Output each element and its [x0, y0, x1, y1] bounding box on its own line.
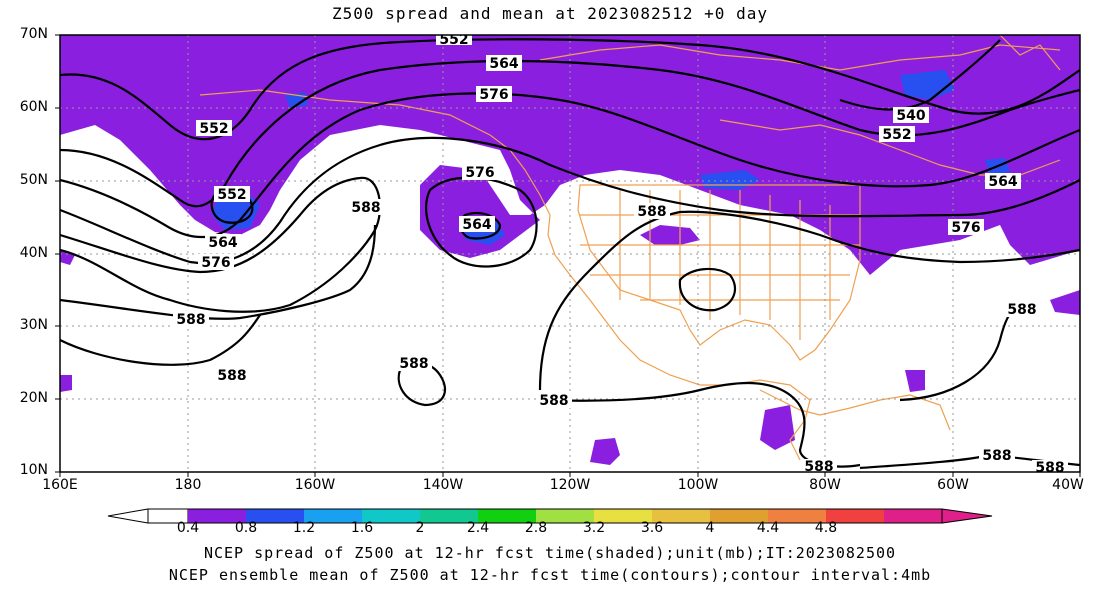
- lat-label: 50N: [19, 172, 48, 188]
- colorbar-label: 3.6: [640, 520, 664, 536]
- contour-label: 576: [198, 254, 234, 271]
- svg-text:588: 588: [982, 448, 1011, 464]
- contour-label: 564: [205, 234, 241, 251]
- colorbar-label: 2: [415, 520, 425, 536]
- svg-text:564: 564: [988, 174, 1017, 190]
- svg-text:540: 540: [896, 108, 925, 124]
- svg-text:552: 552: [217, 187, 246, 203]
- svg-text:588: 588: [1007, 302, 1036, 318]
- colorbar: [107, 508, 993, 524]
- contour-label: 576: [462, 164, 498, 181]
- axis-ticks: [55, 34, 1081, 477]
- contour-label: 564: [486, 55, 522, 72]
- contour-label: 588: [1004, 301, 1040, 318]
- lat-label: 40N: [19, 245, 48, 261]
- colorbar-label: 1.2: [292, 520, 316, 536]
- lon-label: 60W: [937, 477, 969, 493]
- contour-label: 564: [985, 173, 1021, 190]
- contour-label: 588: [801, 459, 837, 475]
- colorbar-label: 2.4: [466, 520, 490, 536]
- lat-label: 60N: [19, 99, 48, 115]
- contour-label: 552: [196, 120, 232, 137]
- contour-label: 588: [214, 367, 250, 384]
- contour-label: 588: [396, 355, 432, 372]
- svg-text:588: 588: [1035, 460, 1064, 476]
- contour-label: 552: [879, 126, 915, 143]
- colorbar-cell: [826, 509, 884, 523]
- contour-label: 540: [893, 107, 929, 124]
- colorbar-cell: [107, 508, 149, 524]
- svg-text:552: 552: [199, 121, 228, 137]
- colorbar-label: 4: [705, 520, 715, 536]
- caption-contours: NCEP ensemble mean of Z500 at 12-hr fcst…: [168, 566, 932, 584]
- contour-label: 564: [459, 216, 495, 233]
- colorbar-cell: [710, 509, 768, 523]
- lon-label: 180: [174, 477, 202, 493]
- lat-label: 70N: [19, 26, 48, 42]
- colorbar-cell: [478, 509, 536, 523]
- colorbar-cell: [246, 509, 304, 523]
- svg-text:552: 552: [439, 32, 468, 48]
- svg-text:576: 576: [465, 165, 494, 181]
- svg-text:564: 564: [462, 217, 491, 233]
- svg-text:588: 588: [637, 204, 666, 220]
- contour-label: 552: [214, 186, 250, 203]
- colorbar-frame: [147, 508, 943, 524]
- lon-label: 100W: [677, 477, 719, 493]
- contour-label: 588: [634, 203, 670, 220]
- svg-text:564: 564: [489, 56, 518, 72]
- lon-label: 80W: [809, 477, 841, 493]
- caption-shading: NCEP spread of Z500 at 12-hr fcst time(s…: [203, 544, 897, 562]
- lat-label: 10N: [19, 462, 48, 478]
- colorbar-cell: [188, 509, 246, 523]
- colorbar-cell: [420, 509, 478, 523]
- lon-label: 120W: [549, 477, 591, 493]
- svg-text:576: 576: [201, 255, 230, 271]
- colorbar-label: 4.8: [814, 520, 838, 536]
- svg-text:564: 564: [208, 235, 237, 251]
- colorbar-cell: [768, 509, 826, 523]
- colorbar-label: 3.2: [582, 520, 606, 536]
- lat-label: 20N: [19, 390, 48, 406]
- map-title: Z500 spread and mean at 2023082512 +0 da…: [332, 4, 768, 23]
- contour-label: 588: [979, 447, 1015, 464]
- contour-label: 588: [173, 311, 209, 328]
- svg-text:588: 588: [804, 459, 833, 475]
- colorbar-cell: [652, 509, 710, 523]
- contour-label: 588: [536, 392, 572, 409]
- lon-label: 160W: [294, 477, 336, 493]
- svg-text:588: 588: [176, 312, 205, 328]
- colorbar-cell: [362, 509, 420, 523]
- lon-label: 160E: [42, 477, 78, 493]
- colorbar-cell: [594, 509, 652, 523]
- contour-label: 552: [436, 32, 472, 48]
- lon-label: 140W: [422, 477, 464, 493]
- svg-text:552: 552: [882, 127, 911, 143]
- colorbar-cell: [884, 509, 942, 523]
- contour-label: 588: [1032, 460, 1068, 476]
- svg-text:588: 588: [351, 200, 380, 216]
- colorbar-label: 4.4: [756, 520, 780, 536]
- colorbar-label: 0.8: [234, 520, 258, 536]
- colorbar-label: 2.8: [524, 520, 548, 536]
- svg-text:576: 576: [951, 220, 980, 236]
- svg-text:588: 588: [539, 393, 568, 409]
- contour-labels: 552 564 576 552 552 564: [173, 32, 1068, 476]
- colorbar-cell: [304, 509, 362, 523]
- svg-text:576: 576: [479, 87, 508, 103]
- colorbar-cell: [536, 509, 594, 523]
- contour-label: 588: [348, 199, 384, 216]
- colorbar-label: 0.4: [176, 520, 200, 536]
- colorbar-label: 1.6: [350, 520, 374, 536]
- lon-label: 40W: [1052, 477, 1084, 493]
- contour-label: 576: [948, 219, 984, 236]
- contour-label: 576: [476, 86, 512, 103]
- lat-label: 30N: [19, 317, 48, 333]
- svg-text:588: 588: [399, 356, 428, 372]
- svg-text:588: 588: [217, 368, 246, 384]
- colorbar-cell: [941, 508, 993, 524]
